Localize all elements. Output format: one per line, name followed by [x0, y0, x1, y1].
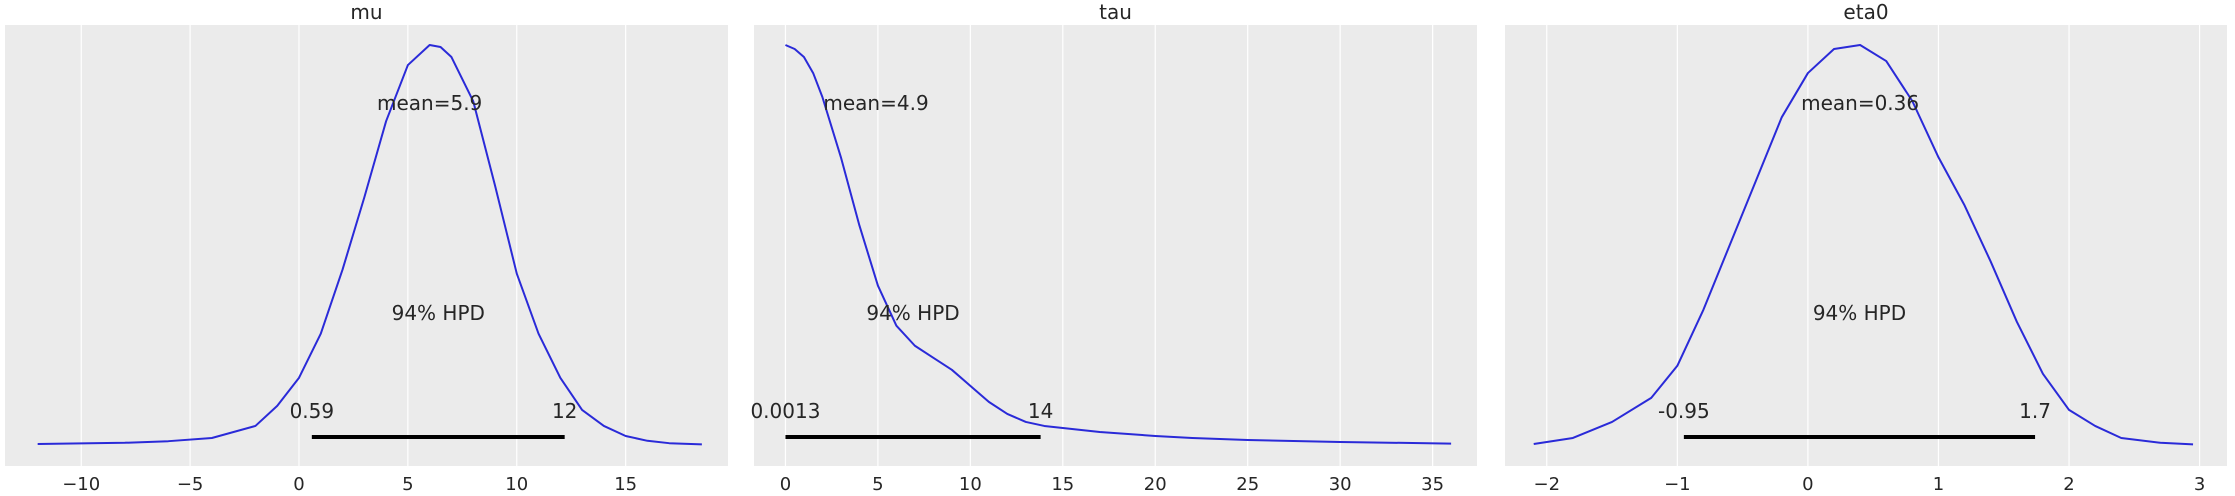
hpd-high-label: 1.7: [2019, 399, 2051, 423]
hpd-label: 94% HPD: [1813, 301, 1906, 325]
hpd-low-label: 0.0013: [750, 399, 820, 423]
x-tick-label: 15: [614, 474, 637, 495]
x-tick-label: −2: [1534, 474, 1561, 495]
x-tick-label: −5: [177, 474, 204, 495]
x-tick-label: 0: [293, 474, 304, 495]
x-tick-label: 2: [2063, 474, 2074, 495]
x-tick-label: 35: [1421, 474, 1444, 495]
x-tick-label: 30: [1329, 474, 1352, 495]
hpd-low-label: 0.59: [290, 399, 335, 423]
plot-area: [754, 25, 1477, 466]
plot-area: [5, 25, 728, 466]
x-tick-label: 0: [1802, 474, 1813, 495]
x-tick-label: 1: [1933, 474, 1944, 495]
hpd-label: 94% HPD: [866, 301, 959, 325]
hpd-high-label: 14: [1028, 399, 1053, 423]
mean-label: mean=5.9: [377, 91, 482, 115]
x-tick-label: −1: [1664, 474, 1691, 495]
hpd-low-label: -0.95: [1658, 399, 1710, 423]
hpd-high-label: 12: [552, 399, 577, 423]
density-curve: [785, 44, 1452, 445]
density-curve: [1533, 44, 2194, 446]
plot-area: [1505, 25, 2227, 466]
density-curve: [37, 44, 702, 446]
panel-title: tau: [1099, 0, 1132, 24]
x-tick-label: 10: [505, 474, 528, 495]
mean-label: mean=0.36: [1801, 91, 1919, 115]
x-tick-label: 3: [2194, 474, 2205, 495]
panel-eta0: −2 −1 0 1 2 3 eta0 -0.95 1.7 mean=0.36 94% HPD: [1505, 0, 2227, 495]
panel-title: mu: [350, 0, 382, 24]
x-tick-label: 5: [402, 474, 413, 495]
x-tick-label: 20: [1144, 474, 1167, 495]
x-tick-label: 15: [1051, 474, 1074, 495]
x-tick-label: 25: [1236, 474, 1259, 495]
x-tick-label: 5: [872, 474, 883, 495]
x-tick-label: 10: [959, 474, 982, 495]
hpd-label: 94% HPD: [392, 301, 485, 325]
x-tick-label: 0: [780, 474, 791, 495]
panel-mu: −10 −5 0 5 10 15 mu 0.59 12 mean=5.9 94% HPD: [5, 0, 728, 495]
panel-title: eta0: [1843, 0, 1888, 24]
panel-tau: 0 5 10 15 20 25 30 35 tau 0.0013 14 mean=4.9 94% HPD: [750, 0, 1477, 495]
x-tick-label: −10: [62, 474, 100, 495]
mean-label: mean=4.9: [823, 91, 928, 115]
